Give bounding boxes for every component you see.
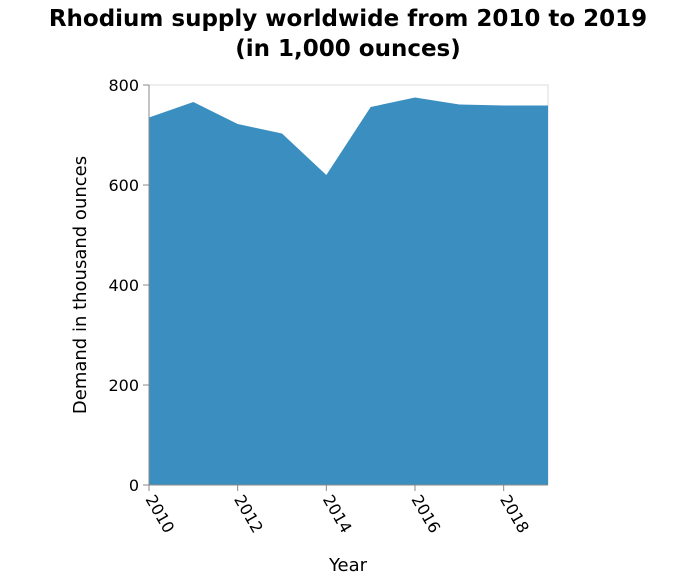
x-tick-label: 2014 [319,492,356,537]
x-axis-title: Year [328,555,368,576]
y-axis-title: Demand in thousand ounces [70,156,91,414]
y-tick-label: 200 [108,376,139,395]
y-tick-label: 0 [129,476,139,495]
x-tick-label: 2016 [408,492,445,537]
y-tick-label: 400 [108,276,139,295]
x-tick-label: 2012 [230,492,267,537]
x-tick-label: 2010 [142,492,179,537]
x-tick-label: 2018 [496,492,533,537]
y-tick-label: 600 [108,176,139,195]
x-axis: 2010 2012 2014 2016 2018 [142,485,548,536]
area-series [149,98,548,486]
y-axis: 0 200 400 600 800 [108,76,149,495]
y-tick-label: 800 [108,76,139,95]
